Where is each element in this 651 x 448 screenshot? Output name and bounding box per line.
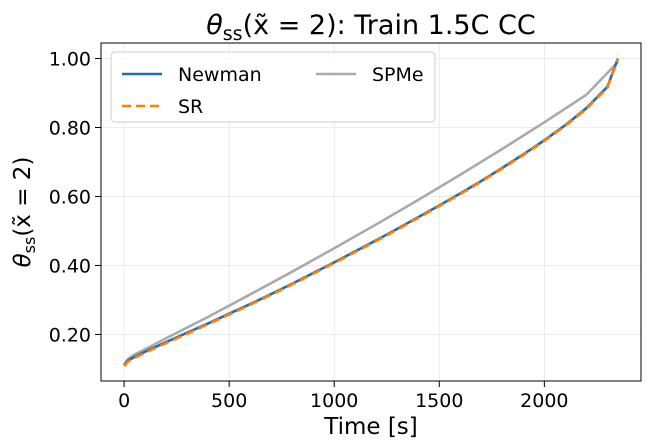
y-axis-label: θss(x̃ = 2) — [10, 157, 39, 268]
series-lines — [123, 58, 620, 368]
x-tick-label: 500 — [211, 390, 247, 412]
legend: Newman SR SPMe — [110, 51, 436, 123]
chart-title: θss(x̃ = 2): Train 1.5C CC — [206, 10, 535, 45]
series-line-spme — [123, 61, 619, 366]
plot-frame — [100, 42, 642, 382]
legend-box — [110, 51, 436, 123]
y-tick-label: 0.20 — [49, 324, 91, 346]
y-tick-label: 1.00 — [49, 49, 91, 71]
legend-label-sr: SR — [178, 96, 203, 118]
y-tick-label: 0.40 — [49, 255, 91, 277]
y-axis-ticks: 0.20 0.40 0.60 0.80 1.00 — [49, 49, 101, 346]
legend-label-newman: Newman — [178, 64, 262, 86]
x-tick-label: 2000 — [520, 390, 568, 412]
x-axis-label: Time [s] — [323, 414, 418, 440]
x-tick-label: 0 — [118, 390, 130, 412]
y-tick-label: 0.60 — [49, 186, 91, 208]
legend-label-spme: SPMe — [372, 64, 424, 86]
series-line-sr — [123, 58, 620, 368]
x-tick-label: 1000 — [310, 390, 358, 412]
x-axis-ticks: 0 500 1000 1500 2000 — [118, 381, 569, 412]
y-tick-label: 0.80 — [49, 118, 91, 140]
x-tick-label: 1500 — [415, 390, 463, 412]
